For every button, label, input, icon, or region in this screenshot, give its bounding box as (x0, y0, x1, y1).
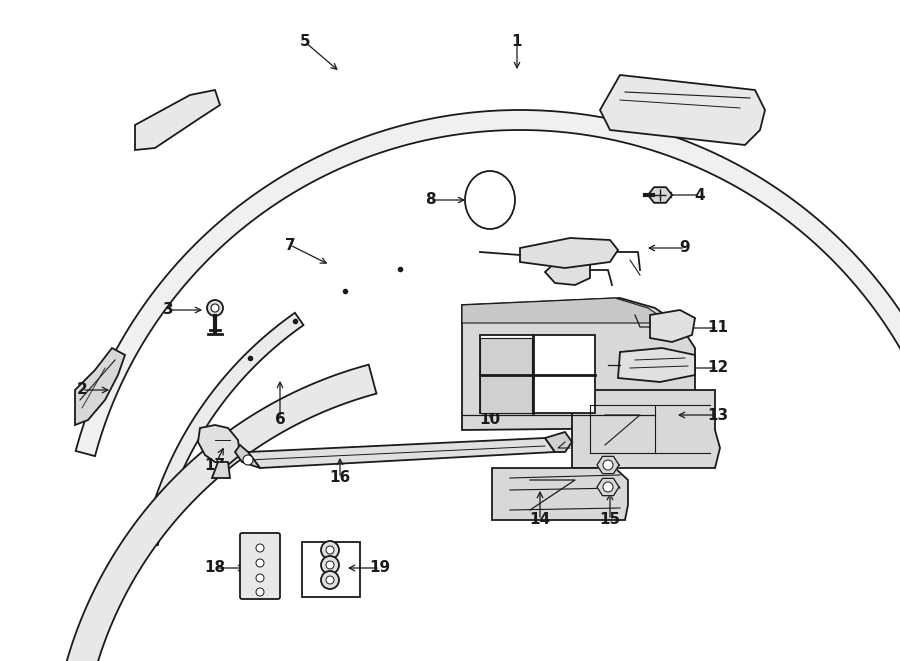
Text: 12: 12 (707, 360, 729, 375)
Polygon shape (235, 445, 260, 468)
Text: 6: 6 (274, 412, 285, 428)
Circle shape (256, 559, 264, 567)
Polygon shape (648, 187, 672, 203)
Text: 2: 2 (76, 383, 87, 397)
Text: 4: 4 (695, 188, 706, 202)
Text: 1: 1 (512, 34, 522, 50)
Polygon shape (600, 75, 765, 145)
Polygon shape (135, 90, 220, 150)
Circle shape (321, 541, 339, 559)
Text: 19: 19 (369, 561, 391, 576)
Circle shape (603, 482, 613, 492)
Circle shape (326, 576, 334, 584)
Ellipse shape (465, 171, 515, 229)
Polygon shape (650, 310, 695, 342)
Polygon shape (143, 313, 303, 545)
Text: 9: 9 (680, 241, 690, 256)
Circle shape (326, 546, 334, 554)
Polygon shape (572, 390, 720, 468)
Circle shape (211, 304, 219, 312)
Polygon shape (597, 456, 619, 474)
FancyBboxPatch shape (480, 335, 595, 413)
Polygon shape (462, 298, 695, 430)
Text: 8: 8 (425, 192, 436, 208)
FancyBboxPatch shape (480, 338, 532, 413)
Polygon shape (462, 298, 670, 323)
Polygon shape (198, 425, 240, 465)
Text: 18: 18 (204, 561, 226, 576)
Text: 3: 3 (163, 303, 174, 317)
Circle shape (326, 561, 334, 569)
Text: 17: 17 (204, 457, 226, 473)
Polygon shape (618, 348, 695, 382)
Circle shape (321, 556, 339, 574)
Circle shape (243, 455, 253, 465)
Text: 15: 15 (599, 512, 621, 527)
Polygon shape (597, 479, 619, 496)
Polygon shape (545, 255, 590, 285)
Text: 10: 10 (480, 412, 500, 428)
Circle shape (256, 574, 264, 582)
Polygon shape (545, 432, 572, 452)
Polygon shape (492, 468, 628, 520)
Text: 16: 16 (329, 471, 351, 485)
Polygon shape (75, 348, 125, 425)
Text: 14: 14 (529, 512, 551, 527)
Text: 7: 7 (284, 237, 295, 253)
Circle shape (321, 571, 339, 589)
Text: 13: 13 (707, 407, 729, 422)
Text: 11: 11 (707, 321, 728, 336)
FancyBboxPatch shape (240, 533, 280, 599)
Circle shape (207, 300, 223, 316)
Polygon shape (212, 462, 230, 478)
Circle shape (256, 588, 264, 596)
Text: 5: 5 (300, 34, 310, 50)
Polygon shape (248, 438, 555, 468)
Circle shape (256, 544, 264, 552)
Polygon shape (57, 365, 376, 661)
Polygon shape (520, 238, 618, 268)
Polygon shape (76, 110, 900, 494)
Circle shape (603, 460, 613, 470)
